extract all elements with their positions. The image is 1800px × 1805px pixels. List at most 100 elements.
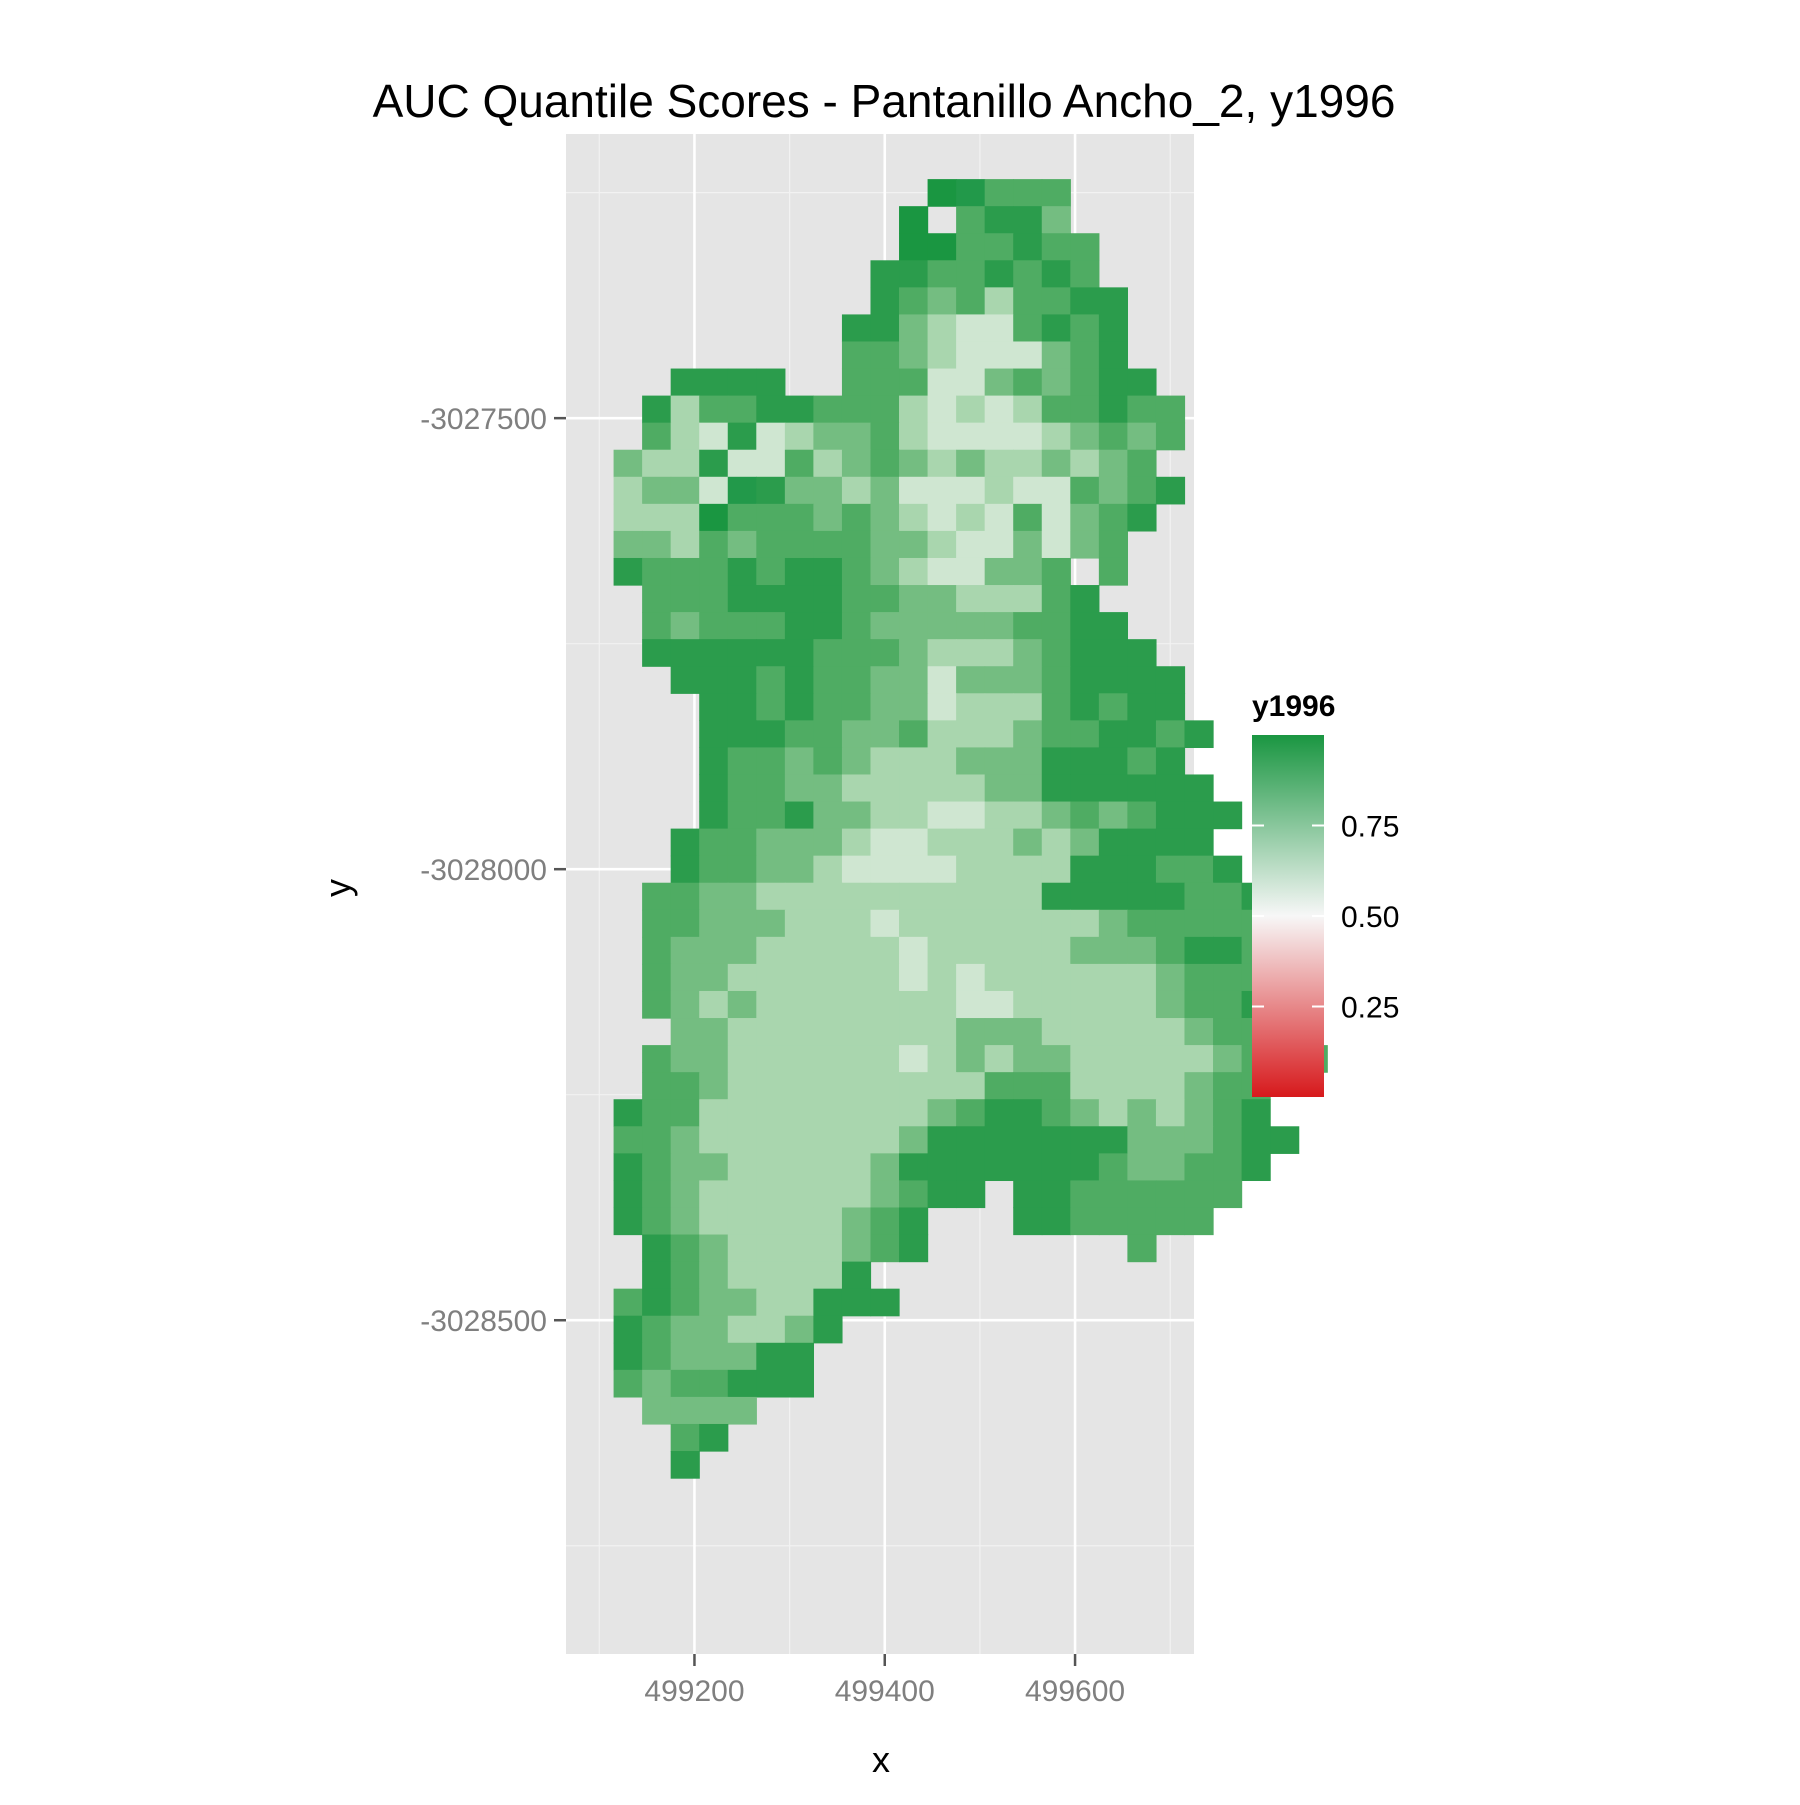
heatmap-cell [984,422,1014,451]
heatmap-cell [784,1234,814,1263]
heatmap-cell [727,936,757,965]
heatmap-cell [1070,1018,1100,1046]
heatmap-cell [1041,530,1071,559]
heatmap-cell [1070,530,1100,559]
heatmap-cell [813,828,843,857]
legend-ticks: 0.25 0.50 0.75 [1252,811,1399,1025]
heatmap-cell [899,1126,929,1154]
heatmap-cell [1127,990,1157,1019]
heatmap-cell [727,1180,757,1209]
heatmap-cell [642,1342,672,1371]
heatmap-cell [813,612,843,640]
heatmap-cell [1184,963,1214,992]
heatmap-cell [870,828,900,857]
heatmap-cell [927,639,957,667]
heatmap-cell [699,990,729,1019]
heatmap-cell [956,476,986,505]
heatmap-cell [727,639,757,667]
heatmap-cell [699,828,729,857]
heatmap-cell [1184,909,1214,938]
heatmap-cell [956,233,986,261]
heatmap-cell [670,612,700,640]
heatmap-cell [841,720,872,749]
heatmap-cell [784,639,814,667]
heatmap-cell [727,801,757,830]
heatmap-cell [727,1261,757,1290]
heatmap-cell [1070,1045,1100,1073]
heatmap-cell [1041,585,1071,613]
heatmap-cell [899,476,929,505]
heatmap-cell [927,1126,957,1154]
heatmap-cell [642,1072,672,1100]
heatmap-cell [1127,882,1157,911]
heatmap-cell [670,449,700,478]
heatmap-cell [841,1234,872,1263]
heatmap-cell [927,666,957,694]
heatmap-cell [1041,963,1071,992]
heatmap-cell [1041,1180,1071,1209]
heatmap-cell [841,557,872,586]
heatmap-cell [699,1396,729,1425]
heatmap-cell [756,936,786,965]
heatmap-cell [870,476,900,505]
heatmap-cell [756,828,786,857]
heatmap-cell [956,585,986,613]
heatmap-cell [1127,639,1157,667]
heatmap-cell [1127,963,1157,992]
heatmap-cell [670,530,700,559]
heatmap-cell [1127,1018,1157,1046]
heatmap-cell [841,368,872,397]
heatmap-cell [1184,1045,1214,1073]
heatmap-cell [699,963,729,992]
heatmap-cell [670,1261,700,1290]
heatmap-cell [984,1099,1014,1127]
heatmap-cell [956,368,986,397]
heatmap-cell [813,1072,843,1100]
heatmap-cell [1155,936,1186,965]
chart-title: AUC Quantile Scores - Pantanillo Ancho_2… [373,75,1396,127]
heatmap-cell [956,1099,986,1127]
heatmap-cell [1127,449,1157,478]
heatmap-cell [841,747,872,776]
heatmap-cell [927,1153,957,1182]
heatmap-cell [642,1234,672,1263]
heatmap-cell [699,936,729,965]
heatmap-cell [727,503,757,532]
heatmap-cell [927,449,957,478]
heatmap-cell [927,395,957,424]
heatmap-cell [1213,963,1243,992]
heatmap-cell [727,855,757,884]
heatmap-cell [813,1153,843,1182]
heatmap-cell [956,503,986,532]
heatmap-cell [956,909,986,938]
heatmap-cell [813,693,843,721]
heatmap-cell [699,1369,729,1398]
x-tick-label: 499200 [644,1675,744,1708]
heatmap-cell [984,693,1014,721]
heatmap-cell [927,476,957,505]
heatmap-cell [1041,666,1071,694]
heatmap-cell [756,395,786,424]
heatmap-cell [1041,233,1071,261]
heatmap-cell [956,530,986,559]
heatmap-cell [1213,990,1243,1019]
heatmap-cell [1070,747,1100,776]
heatmap-cell [984,909,1014,938]
heatmap-cell [870,1153,900,1182]
heatmap-cell [670,585,700,613]
heatmap-cell [1098,503,1128,532]
heatmap-cell [756,503,786,532]
heatmap-cell [699,1261,729,1290]
heatmap-cell [1013,179,1043,207]
heatmap-cell [1155,1045,1186,1073]
heatmap-cell [670,1234,700,1263]
heatmap-cell [813,1018,843,1046]
heatmap-cell [1013,1180,1043,1209]
y-axis: -3027500 -3028000 -3028500 [420,403,566,1338]
heatmap-cell [984,882,1014,911]
heatmap-cell [813,585,843,613]
heatmap-cell [1041,179,1071,207]
heatmap-cell [699,1153,729,1182]
heatmap-cell [784,1261,814,1290]
heatmap-cell [784,774,814,803]
